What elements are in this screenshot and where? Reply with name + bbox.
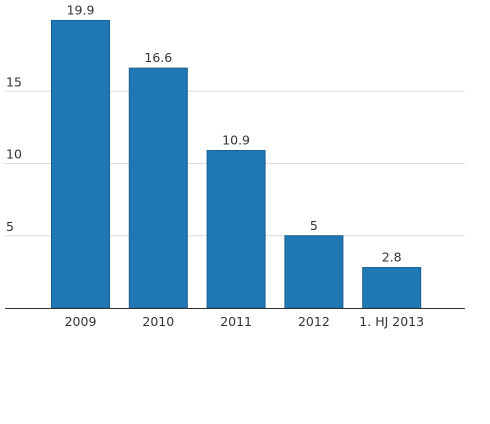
- data-label: 16.6: [144, 50, 172, 65]
- data-label: 2.8: [382, 250, 402, 265]
- x-tick-label: 2009: [65, 314, 97, 329]
- data-labels: 19.9 16.6 10.9 5 2.8: [67, 2, 402, 264]
- data-label: 5: [310, 218, 318, 233]
- data-label: 10.9: [222, 132, 250, 147]
- x-tick-label: 2012: [298, 314, 330, 329]
- x-axis-ticks: 2009 2010 2011 2012 1. HJ 2013: [65, 314, 424, 329]
- x-tick-label: 2011: [220, 314, 252, 329]
- x-tick-label: 2010: [142, 314, 174, 329]
- y-tick-label: 15: [6, 74, 22, 89]
- x-tick-label: 1. HJ 2013: [359, 314, 424, 329]
- bars: [51, 19, 422, 309]
- bar: [284, 235, 344, 309]
- y-tick-label: 5: [6, 219, 14, 234]
- bar: [51, 19, 110, 309]
- y-axis-ticks: 5 10 15: [6, 74, 22, 234]
- bar: [128, 67, 188, 309]
- bar: [362, 267, 422, 309]
- bar: [206, 149, 266, 309]
- data-label: 19.9: [67, 2, 95, 17]
- y-tick-label: 10: [6, 147, 22, 162]
